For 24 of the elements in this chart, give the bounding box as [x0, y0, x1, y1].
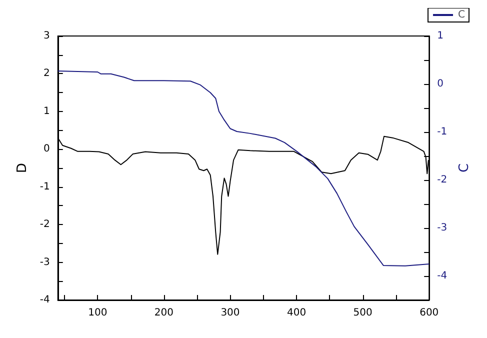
y2-tick-label: -1 [437, 126, 448, 138]
x-tick-label: 100 [88, 308, 108, 318]
y2-tick-label: -2 [437, 174, 448, 186]
x-tick-label: 300 [220, 308, 240, 318]
y-tick-label: -2 [40, 219, 50, 230]
y-tick-label: 2 [43, 68, 50, 80]
x-tick-label: 400 [286, 308, 306, 318]
line-series [57, 70, 430, 266]
y-tick-label: -3 [40, 256, 50, 268]
y-tick-label: 0 [43, 144, 50, 155]
x-tick-label: 500 [353, 308, 372, 318]
y-axis-title: D [15, 162, 30, 174]
x-tick-label: 600 [420, 308, 439, 318]
y-tick-label: 1 [43, 106, 50, 117]
legend-label: C [458, 10, 466, 20]
y2-tick-label: 0 [437, 78, 444, 90]
y2-tick-label: 1 [437, 30, 444, 42]
y-tick-label: -1 [40, 181, 50, 192]
y2-tick-label: -3 [437, 222, 448, 234]
y-tick-label: 3 [43, 30, 50, 42]
y-tick-label: -4 [40, 294, 50, 306]
y2-axis-title: C [457, 163, 472, 173]
y2-tick-label: -4 [437, 270, 448, 282]
x-tick-label: 200 [154, 308, 174, 318]
